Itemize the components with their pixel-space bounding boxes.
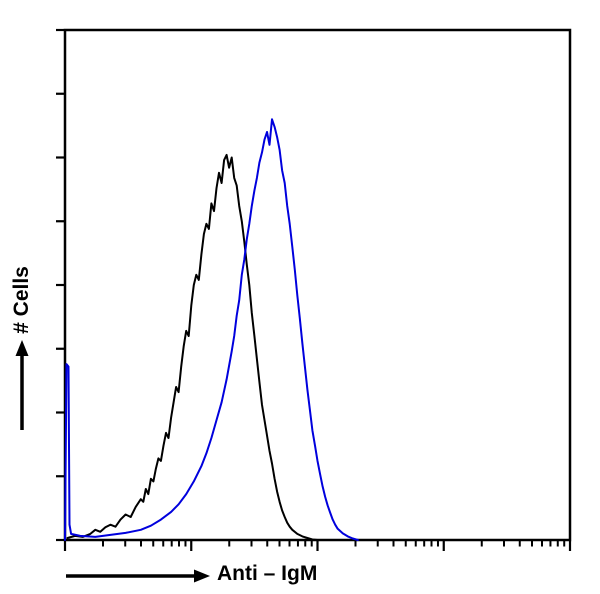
y-axis-label: # Cells xyxy=(10,266,33,334)
histogram-curve-black xyxy=(66,153,319,541)
histogram-curve-blue xyxy=(64,118,359,541)
axis-ticks xyxy=(56,28,572,551)
y-axis-arrow-icon xyxy=(15,340,29,430)
x-axis-label: Anti – IgM xyxy=(217,562,318,585)
histogram-curves xyxy=(64,118,359,541)
x-axis-arrow-icon xyxy=(66,569,210,583)
